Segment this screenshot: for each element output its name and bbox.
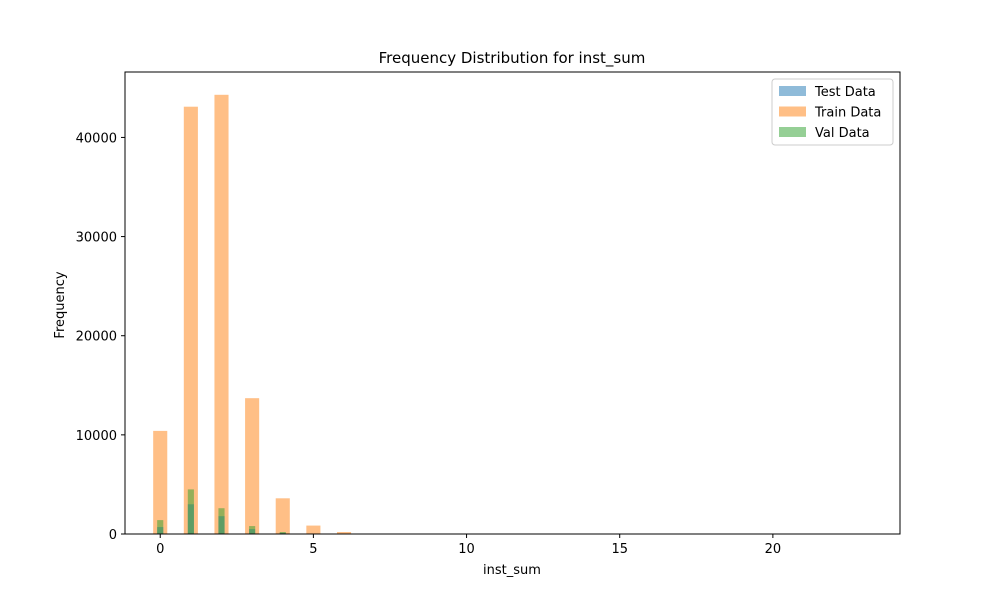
y-tick-label: 30000 — [76, 231, 117, 246]
y-axis-label: Frequency — [53, 271, 68, 338]
legend: Test Data Train Data Val Data — [772, 79, 893, 145]
x-tick-label: 20 — [765, 542, 782, 557]
train-data-bar — [276, 498, 290, 534]
train-data-bar — [306, 526, 320, 534]
x-tick-label: 15 — [611, 542, 628, 557]
train-data-bar — [153, 431, 167, 534]
val-data-bar — [157, 520, 163, 534]
x-tick-label: 5 — [309, 542, 317, 557]
y-tick-label: 10000 — [76, 429, 117, 444]
legend-label: Val Data — [815, 126, 870, 141]
val-data-bar — [218, 508, 224, 534]
legend-label: Test Data — [814, 85, 876, 100]
x-tick-label: 10 — [458, 542, 475, 557]
y-tick-label: 20000 — [76, 330, 117, 345]
y-tick-label: 0 — [109, 528, 117, 543]
legend-swatch — [779, 107, 806, 117]
train-data-bar — [214, 95, 228, 534]
legend-swatch — [779, 127, 806, 137]
y-tick-label: 40000 — [76, 131, 117, 146]
val-data-bar — [249, 526, 255, 534]
train-data-bar — [245, 398, 259, 534]
legend-label: Train Data — [814, 106, 881, 121]
train-data-bar — [184, 107, 198, 534]
val-data-bar — [188, 489, 194, 534]
x-tick-label: 0 — [156, 542, 164, 557]
legend-swatch — [779, 86, 806, 96]
x-axis-label: inst_sum — [483, 563, 541, 578]
chart-title: Frequency Distribution for inst_sum — [379, 49, 646, 68]
